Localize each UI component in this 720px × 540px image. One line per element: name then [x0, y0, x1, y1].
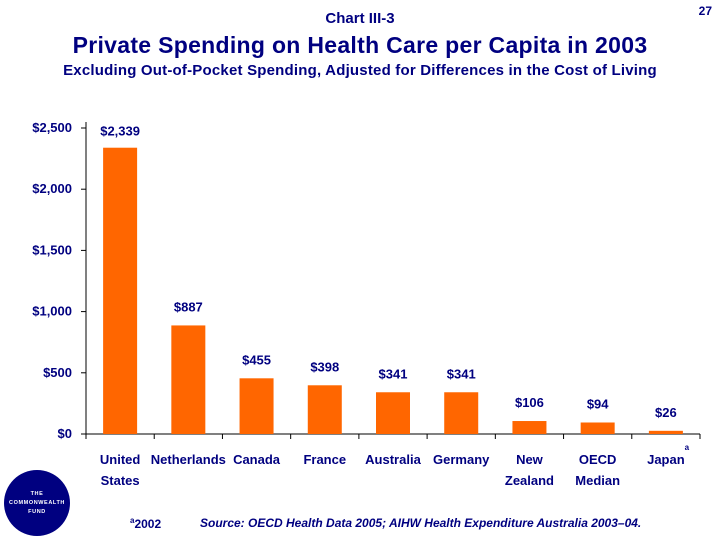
- data-label: $341: [447, 366, 476, 381]
- bar: [376, 392, 410, 434]
- y-tick-label: $1,000: [32, 304, 72, 319]
- commonwealth-fund-logo: THE COMMONWEALTH FUND: [4, 470, 70, 536]
- category-label: Japan: [647, 452, 685, 467]
- category-label: OECD: [579, 452, 617, 467]
- category-label: Canada: [233, 452, 281, 467]
- bar: [171, 325, 206, 434]
- y-tick-label: $500: [43, 365, 72, 380]
- footnote: a2002: [130, 516, 162, 531]
- bar: [103, 147, 138, 434]
- data-label: $106: [515, 395, 544, 410]
- bar: [648, 430, 683, 434]
- logo-line: COMMONWEALTH: [9, 500, 65, 506]
- source-note: Source: OECD Health Data 2005; AIHW Heal…: [200, 516, 642, 530]
- chart-title: Private Spending on Health Care per Capi…: [72, 32, 648, 58]
- y-tick-label: $1,500: [32, 242, 72, 257]
- category-label: Netherlands: [151, 452, 226, 467]
- y-tick-label: $2,000: [32, 181, 72, 196]
- data-label: $26: [655, 405, 677, 420]
- bar: [307, 385, 342, 434]
- category-label: United: [100, 452, 141, 467]
- logo-line: THE: [30, 491, 44, 497]
- data-label: $455: [242, 352, 271, 367]
- chart-label: Chart III-3: [325, 10, 395, 27]
- page-number: 27: [698, 4, 712, 18]
- category-label: Germany: [433, 452, 490, 467]
- bar: [580, 422, 615, 434]
- footnote-mark: a: [130, 516, 135, 525]
- category-label: States: [101, 473, 140, 488]
- category-label: Zealand: [505, 473, 554, 488]
- data-label: $887: [174, 299, 203, 314]
- bar: [239, 378, 274, 434]
- y-tick-label: $2,500: [32, 120, 72, 135]
- y-tick-label: $0: [58, 426, 72, 441]
- category-label: New: [516, 452, 544, 467]
- bar: [512, 421, 547, 434]
- data-label: $341: [379, 366, 408, 381]
- data-label: $94: [587, 396, 609, 411]
- bar: [444, 392, 479, 434]
- category-label: France: [303, 452, 346, 467]
- logo-line: FUND: [28, 509, 46, 515]
- data-label: $398: [310, 359, 339, 374]
- category-label: Median: [575, 473, 620, 488]
- chart-subtitle: Excluding Out-of-Pocket Spending, Adjust…: [63, 62, 657, 79]
- annotation-mark: a: [685, 443, 690, 452]
- data-label: $2,339: [100, 124, 140, 139]
- category-label: Australia: [365, 452, 421, 467]
